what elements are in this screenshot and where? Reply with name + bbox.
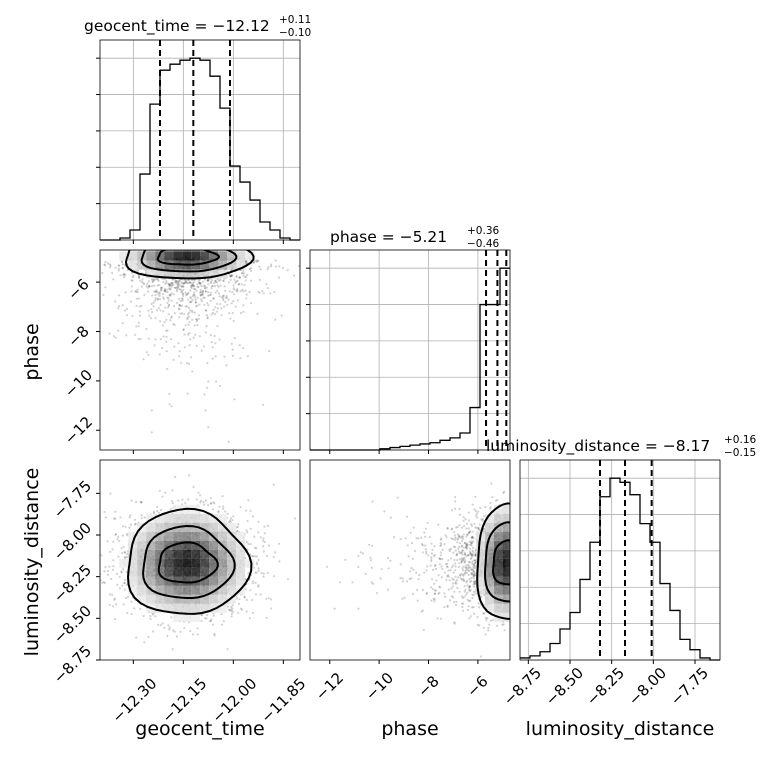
hist-step — [310, 267, 510, 451]
hist-step — [100, 57, 300, 241]
contour-inner — [157, 541, 219, 584]
contour-mid — [140, 250, 238, 273]
title-phase-minus: −0.46 — [467, 238, 499, 250]
sample-points — [101, 255, 300, 443]
title-geocent_time: geocent_time = −12.12 +0.11 −0.10 — [84, 14, 311, 39]
panel-scatter-phase-luminosity_distance — [309, 459, 511, 664]
ytick-label: −8.50 — [50, 602, 95, 647]
xtick-label: −11.85 — [257, 674, 309, 726]
xtick-label: −7.75 — [667, 664, 712, 709]
contour-inner — [156, 250, 220, 266]
ytick-label: −12 — [61, 413, 96, 448]
xtick-label: −8 — [414, 672, 442, 700]
title-ld-value: −8.17 — [663, 437, 711, 455]
axes-frame — [99, 249, 301, 451]
axes-frame — [309, 249, 511, 451]
scatter-area — [101, 250, 300, 443]
title-phase-value: −5.21 — [400, 228, 448, 246]
panel-hist-phase — [306, 249, 511, 454]
grid — [100, 40, 300, 240]
panel-scatter-geocent_time-phase — [96, 249, 301, 454]
title-luminosity_distance: luminosity_distance = −8.17 +0.16 −0.15 — [486, 434, 756, 459]
axes-frame — [309, 459, 511, 661]
title-phase-eq: = — [377, 228, 400, 246]
title-phase-plus: +0.36 — [467, 225, 499, 237]
xticks-phase: −12 −10 −8 −6 — [312, 669, 492, 704]
xtick-label: −8.75 — [500, 664, 545, 709]
svg-text:luminosity_distance = −8.17: luminosity_distance = −8.17 — [486, 437, 710, 456]
panel-hist-geocent_time — [96, 39, 301, 244]
contour-outer — [126, 507, 253, 615]
ytick-label: −10 — [61, 366, 96, 401]
svg-text:geocent_time = −12.12: geocent_time = −12.12 — [84, 17, 270, 36]
contour-outer — [124, 250, 255, 280]
svg-text:phase = −5.21: phase = −5.21 — [330, 228, 447, 246]
title-geocent_time-param: geocent_time — [84, 17, 190, 36]
hist-step — [520, 477, 720, 661]
title-geocent_time-plus: +0.11 — [279, 14, 311, 26]
xtick-label: −8.50 — [542, 664, 587, 709]
axes-frame — [99, 39, 301, 241]
title-geocent_time-minus: −0.10 — [279, 27, 311, 39]
xtick-label: −12 — [312, 669, 347, 704]
ytick-label: −8.00 — [50, 519, 95, 564]
title-ld-param: luminosity_distance — [486, 437, 640, 456]
xticks-luminosity_distance: −8.75 −8.50 −8.25 −8.00 −7.75 — [500, 664, 712, 709]
title-geocent_time-eq: = — [190, 17, 213, 35]
xaxis-label-geocent_time: geocent_time — [135, 718, 264, 740]
scatter-area — [310, 482, 510, 658]
ytick-label: −6 — [64, 275, 92, 303]
yaxis-label-phase: phase — [21, 323, 43, 380]
contour-inner — [492, 539, 510, 586]
axes-frame — [519, 459, 721, 661]
grid — [520, 460, 720, 660]
contour-mid — [142, 524, 236, 599]
ytick-label: −8 — [64, 322, 92, 350]
xaxis-label-phase: phase — [381, 718, 438, 740]
grid — [310, 250, 510, 450]
xtick-label: −10 — [362, 669, 397, 704]
title-ld-plus: +0.16 — [724, 434, 756, 446]
xtick-label: −8.25 — [583, 664, 628, 709]
title-geocent_time-value: −12.12 — [212, 17, 269, 35]
ytick-label: −8.25 — [50, 561, 95, 606]
contour-outer — [476, 502, 510, 620]
title-phase-param: phase — [330, 228, 377, 246]
title-ld-eq: = — [640, 437, 663, 455]
xtick-label: −6 — [463, 672, 491, 700]
ytick-label: −7.75 — [50, 477, 95, 522]
contour-mid — [483, 521, 510, 603]
panel-scatter-geocent_time-luminosity_distance — [96, 459, 301, 664]
title-ld-minus: −0.15 — [724, 447, 756, 459]
yaxis-label-luminosity_distance: luminosity_distance — [21, 468, 43, 657]
xtick-label: −8.00 — [625, 664, 670, 709]
title-phase: phase = −5.21 +0.36 −0.46 — [330, 225, 499, 250]
ytick-label: −8.75 — [50, 642, 95, 687]
scatter-area — [100, 474, 297, 651]
panel-hist-luminosity_distance — [519, 459, 721, 664]
yticks-luminosity_distance: −7.75 −8.00 −8.25 −8.50 −8.75 — [50, 477, 95, 687]
xaxis-label-luminosity_distance: luminosity_distance — [526, 718, 715, 740]
yticks-phase: −6 −8 −10 −12 — [61, 275, 96, 448]
axes-frame — [99, 459, 301, 661]
